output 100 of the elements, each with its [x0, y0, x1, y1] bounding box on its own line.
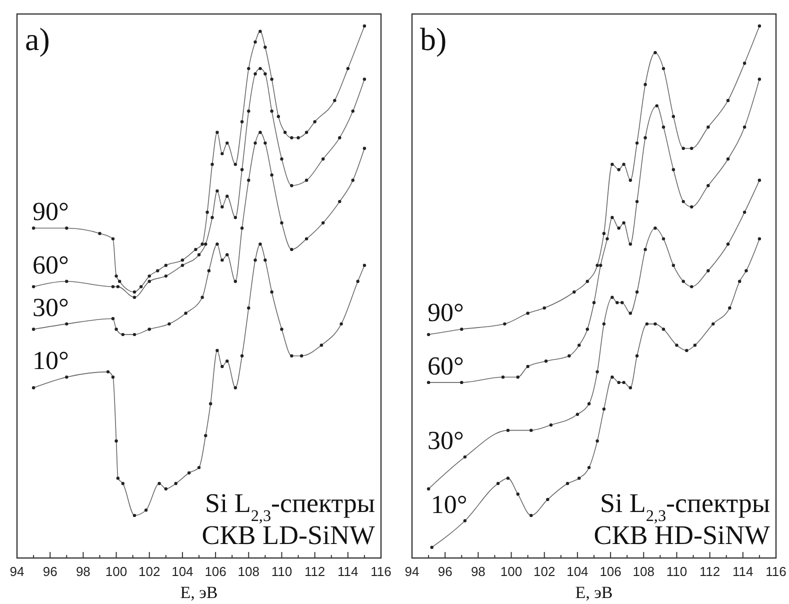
point	[758, 24, 762, 28]
point	[247, 110, 250, 113]
point	[362, 264, 366, 267]
point	[356, 280, 360, 283]
point	[346, 66, 350, 70]
x-axis-title: E, эВ	[180, 583, 218, 602]
point	[180, 264, 184, 267]
point	[132, 332, 136, 336]
point	[240, 120, 244, 124]
point	[197, 466, 201, 470]
point	[98, 232, 102, 236]
point	[111, 317, 115, 320]
point	[693, 344, 697, 347]
point	[164, 264, 168, 267]
point	[758, 78, 762, 81]
point	[586, 280, 589, 283]
point	[258, 130, 262, 134]
point	[132, 290, 136, 294]
point	[144, 508, 148, 512]
point	[234, 162, 237, 166]
series-label: 10°	[430, 490, 468, 519]
point	[606, 237, 609, 240]
point	[460, 328, 464, 331]
point	[234, 216, 237, 220]
point	[111, 285, 115, 288]
point	[628, 242, 632, 246]
point	[610, 296, 614, 299]
x-tick-label: 106	[600, 564, 622, 579]
point	[290, 354, 294, 358]
point	[644, 248, 647, 252]
point	[216, 242, 219, 246]
x-axis-title: E, эВ	[575, 583, 613, 602]
series-label: 90°	[428, 298, 464, 328]
point	[114, 439, 118, 443]
point	[501, 376, 505, 379]
point	[726, 157, 730, 161]
point	[628, 178, 632, 182]
x-tick-label: 98	[470, 564, 486, 579]
point	[290, 136, 294, 140]
point	[506, 428, 510, 432]
point	[430, 546, 434, 549]
point	[226, 194, 229, 198]
point	[610, 376, 614, 379]
point	[321, 221, 325, 224]
x-tick-label: 100	[500, 564, 522, 579]
point	[602, 407, 606, 411]
point	[572, 290, 576, 294]
point	[362, 78, 366, 81]
point	[32, 386, 36, 390]
point	[280, 328, 284, 331]
point	[576, 412, 580, 416]
point	[111, 376, 115, 379]
chart-title: b)	[420, 21, 447, 57]
point	[216, 189, 219, 193]
point	[426, 332, 430, 336]
point	[706, 269, 710, 272]
point	[516, 492, 520, 496]
point	[628, 312, 632, 315]
point	[682, 280, 685, 283]
point	[240, 226, 244, 230]
point	[204, 242, 208, 246]
series-label: 30°	[428, 426, 464, 455]
point	[662, 125, 666, 129]
point	[258, 242, 262, 246]
point	[362, 146, 366, 150]
point	[197, 253, 201, 256]
point	[65, 322, 68, 326]
point	[690, 285, 694, 288]
point	[264, 46, 267, 49]
point	[194, 248, 198, 252]
x-tick-label: 102	[138, 564, 160, 579]
point	[463, 519, 467, 522]
point	[254, 141, 257, 145]
point	[264, 72, 267, 76]
point	[586, 328, 589, 331]
x-tick-label: 96	[438, 564, 452, 579]
x-tick-label: 110	[271, 564, 292, 579]
point	[340, 322, 343, 326]
point	[706, 125, 710, 129]
point	[426, 380, 430, 384]
point	[610, 162, 614, 166]
point	[168, 322, 171, 326]
point	[742, 210, 746, 214]
x-tick-label: 98	[76, 564, 90, 579]
point	[180, 258, 184, 262]
point	[184, 312, 188, 315]
point	[32, 328, 36, 331]
point	[544, 360, 548, 363]
point	[672, 114, 676, 118]
point	[530, 514, 533, 518]
point	[174, 482, 178, 486]
point	[596, 439, 599, 443]
point	[617, 380, 620, 384]
point	[65, 376, 68, 379]
point	[662, 66, 666, 70]
point	[276, 114, 280, 118]
point	[300, 354, 304, 358]
point	[234, 386, 237, 390]
point	[258, 66, 262, 70]
point	[164, 487, 168, 490]
